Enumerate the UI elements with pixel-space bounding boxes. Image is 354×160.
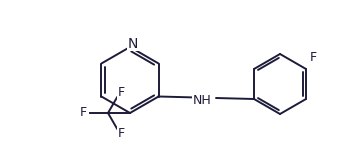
Text: N: N — [128, 36, 138, 51]
Text: F: F — [118, 127, 125, 140]
Text: F: F — [118, 86, 125, 99]
Text: NH: NH — [193, 94, 212, 107]
Text: F: F — [79, 107, 87, 120]
Text: F: F — [310, 51, 317, 64]
